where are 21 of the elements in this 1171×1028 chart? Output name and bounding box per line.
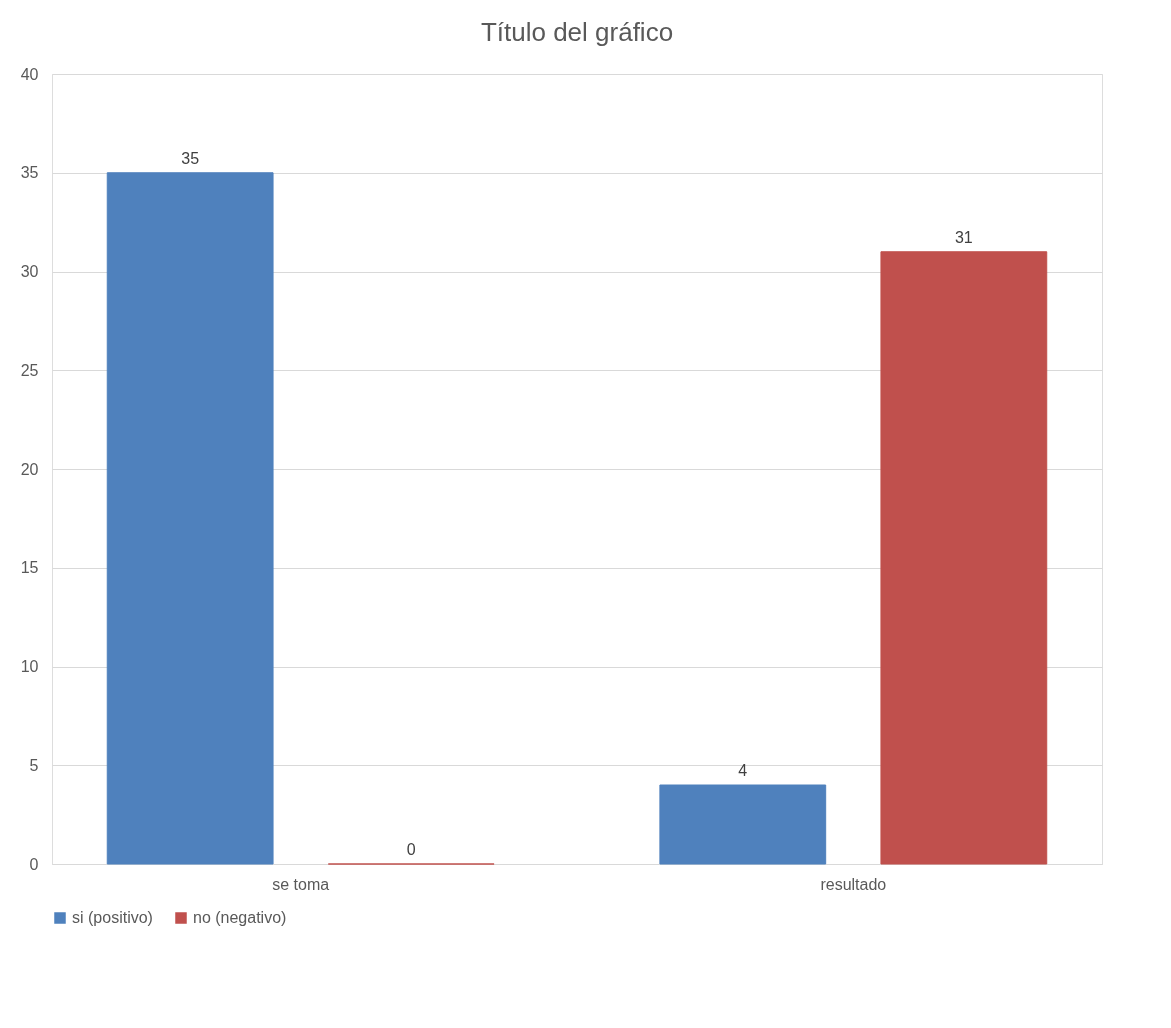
- y-tick-label: 20: [20, 460, 39, 478]
- bar: [659, 784, 827, 865]
- y-tick-label: 0: [29, 855, 39, 873]
- data-label: 35: [181, 149, 200, 167]
- bar: [880, 251, 1048, 865]
- legend-label: si (positivo): [72, 909, 153, 926]
- y-tick-label: 40: [20, 65, 39, 83]
- x-tick-label: se toma: [272, 875, 330, 893]
- y-tick-label: 15: [20, 559, 39, 577]
- data-label: 31: [954, 228, 973, 246]
- y-tick-label: 10: [20, 658, 39, 675]
- y-tick-label: 35: [20, 164, 39, 182]
- data-label: 4: [738, 762, 748, 779]
- chart-title: Título del gráfico: [480, 17, 674, 47]
- y-tick-label: 25: [20, 361, 39, 379]
- legend-label: no (negativo): [193, 909, 287, 926]
- y-tick-label: 30: [20, 263, 39, 280]
- x-tick-label: resultado: [820, 875, 887, 893]
- data-label: 0: [406, 841, 416, 858]
- bar: [106, 172, 274, 865]
- y-tick-label: 5: [29, 756, 39, 774]
